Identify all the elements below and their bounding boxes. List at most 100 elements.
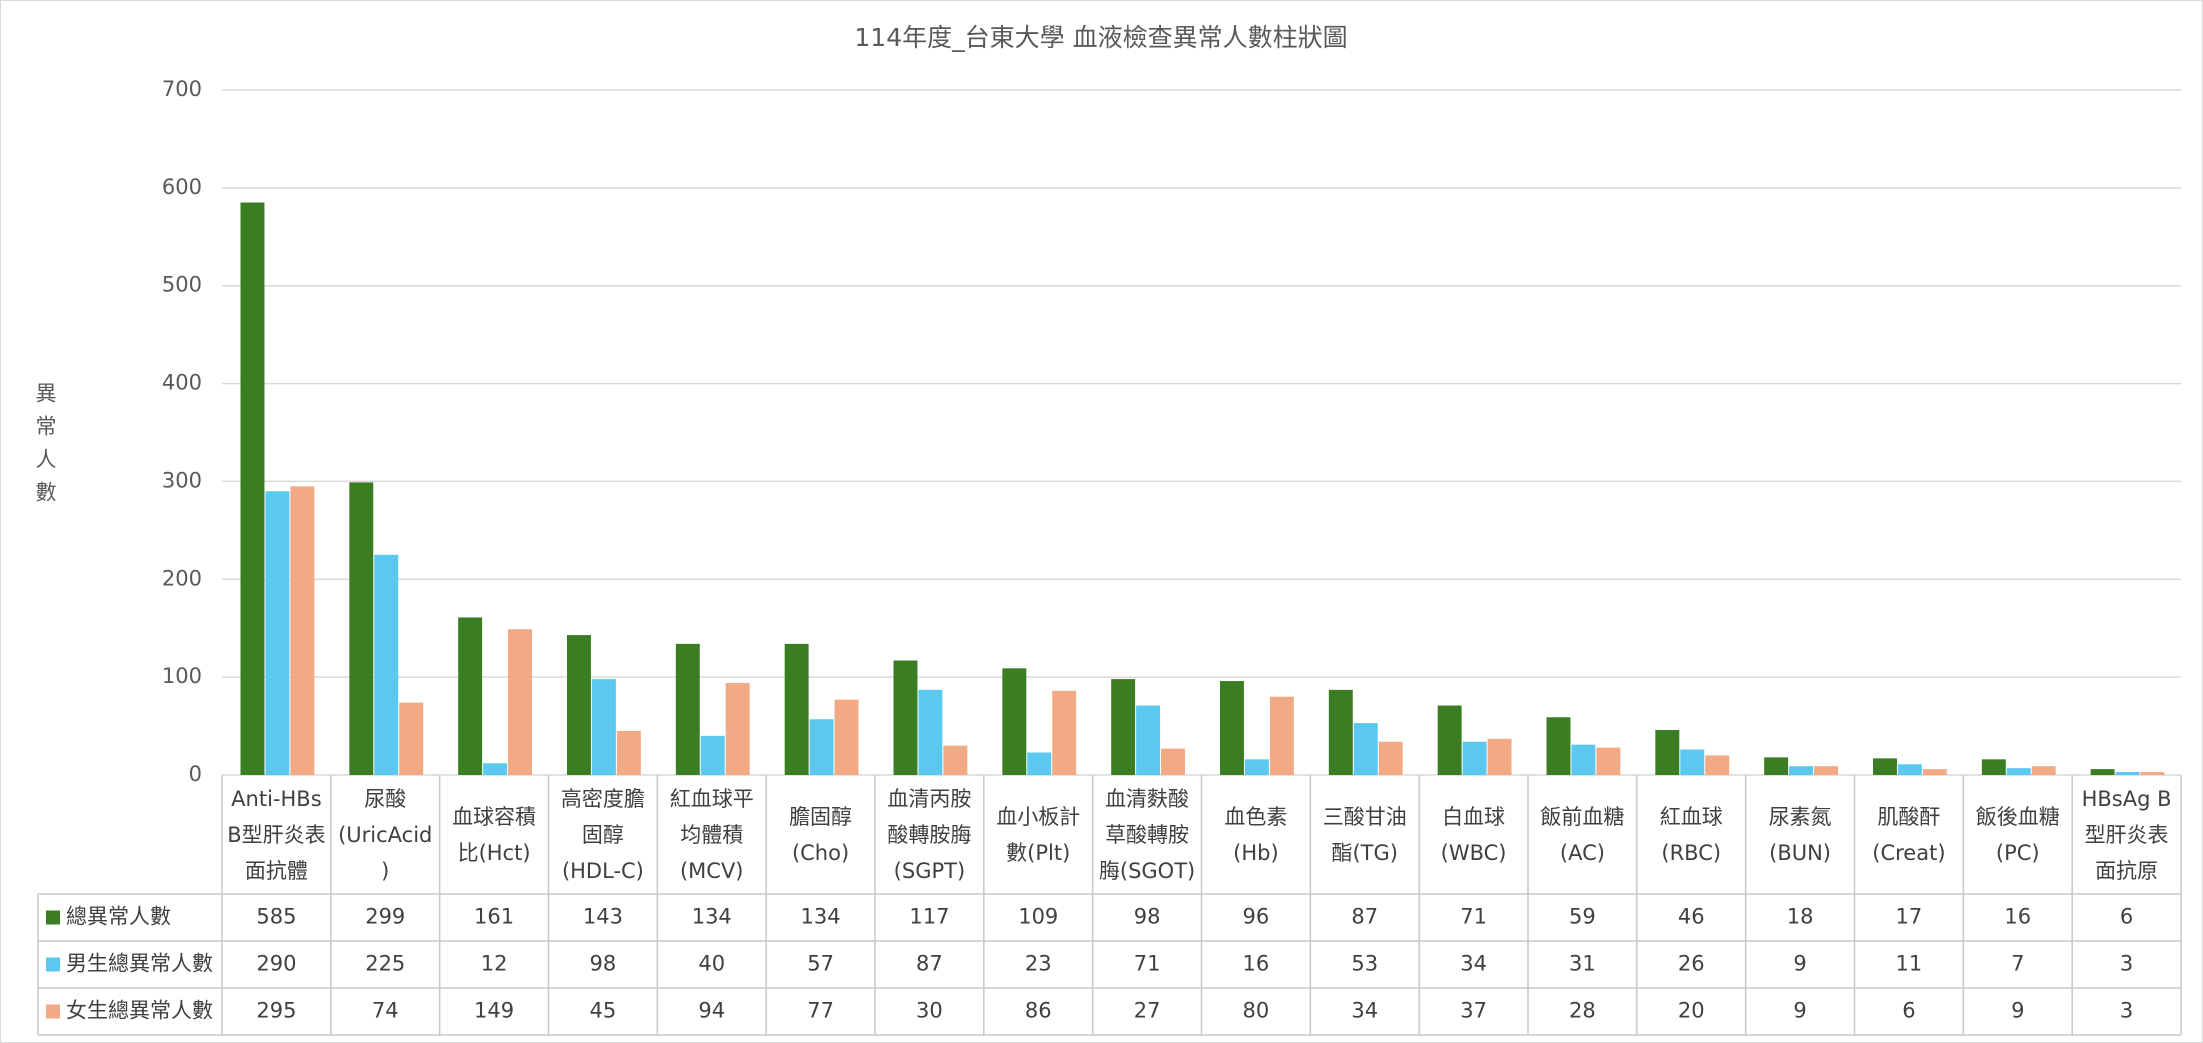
bar [809, 719, 834, 775]
table-value: 31 [1569, 952, 1596, 976]
bar [374, 554, 399, 775]
table-value: 12 [481, 952, 508, 976]
x-tick-label: 紅血球平均體積(MCV) [669, 786, 754, 883]
table-value: 3 [2120, 952, 2133, 976]
table-value: 17 [1896, 905, 1923, 929]
y-tick-label: 700 [162, 77, 202, 101]
y-axis-title: 異常人數 [33, 382, 57, 514]
table-value: 11 [1896, 952, 1923, 976]
y-tick-label: 0 [189, 762, 202, 786]
bar [1269, 696, 1294, 775]
x-tick-label: 血清丙胺酸轉胺脢(SGPT) [887, 786, 972, 883]
bar [1244, 759, 1269, 775]
table-value: 34 [1351, 999, 1378, 1023]
table-value: 117 [909, 905, 949, 929]
bar [784, 643, 809, 775]
table-value: 23 [1025, 952, 1052, 976]
x-tick-label: 三酸甘油酯(TG) [1322, 804, 1407, 865]
bar [2140, 772, 2165, 775]
bar [1981, 759, 2006, 775]
x-tick-label: 膽固醇(Cho) [789, 804, 853, 865]
table-value: 87 [1351, 905, 1378, 929]
table-value: 46 [1678, 905, 1705, 929]
x-tick-label: 飯後血糖(PC) [1975, 804, 2060, 865]
table-value: 9 [2011, 999, 2024, 1023]
bar [349, 482, 374, 775]
bar [265, 491, 290, 775]
table-value: 299 [365, 905, 405, 929]
bar [2115, 772, 2140, 775]
x-tick-label: HBsAg B型肝炎表面抗原 [2081, 786, 2172, 883]
bar [2090, 769, 2115, 775]
legend-key [46, 957, 60, 972]
table-value: 86 [1025, 999, 1052, 1023]
table-value: 134 [692, 905, 732, 929]
bar [1705, 755, 1730, 775]
bar [1596, 747, 1621, 775]
table-value: 98 [1134, 905, 1161, 929]
table-value: 77 [807, 999, 834, 1023]
y-tick-label: 100 [162, 664, 202, 688]
table-value: 9 [1793, 999, 1806, 1023]
bar [1655, 729, 1680, 775]
bar [1487, 738, 1512, 775]
table-value: 16 [2004, 905, 2031, 929]
x-tick-label: 血小板計數(Plt) [996, 804, 1081, 865]
y-tick-label: 500 [162, 273, 202, 297]
bar [1873, 758, 1897, 775]
x-tick-label: 紅血球(RBC) [1659, 804, 1723, 865]
bar [725, 683, 750, 775]
bar [1027, 752, 1052, 775]
bar [1571, 744, 1596, 775]
bar [483, 763, 508, 775]
bar [1462, 741, 1487, 775]
legend-key [46, 910, 60, 925]
table-value: 57 [807, 952, 834, 976]
bar [834, 699, 859, 775]
bar [1897, 764, 1922, 775]
table-value: 134 [801, 905, 841, 929]
bar [1378, 741, 1403, 775]
table-value: 143 [583, 905, 623, 929]
x-tick-label: 尿素氮(BUN) [1768, 804, 1832, 865]
bar [1002, 668, 1027, 775]
bar [591, 679, 616, 775]
bar [1328, 689, 1353, 775]
table-value: 59 [1569, 905, 1596, 929]
bar [1052, 690, 1077, 775]
bar [700, 735, 725, 775]
bar [399, 702, 424, 775]
x-tick-label: Anti-HBs B型肝炎表面抗體 [227, 786, 326, 883]
table-value: 94 [698, 999, 725, 1023]
y-tick-label: 600 [162, 175, 202, 199]
bar [1680, 749, 1705, 775]
bar [1353, 723, 1378, 775]
bar [2031, 766, 2056, 775]
bar [458, 617, 483, 775]
bar [508, 629, 532, 775]
bar [675, 643, 700, 775]
x-tick-label: 血球容積比(Hct) [452, 804, 537, 865]
bar [1922, 769, 1947, 775]
x-tick-label: 肌酸酐(Creat) [1872, 804, 1946, 865]
table-value: 6 [1902, 999, 1915, 1023]
table-value: 71 [1460, 905, 1487, 929]
table-value: 87 [916, 952, 943, 976]
table-value: 16 [1243, 952, 1270, 976]
table-value: 26 [1678, 952, 1705, 976]
table-value: 34 [1460, 952, 1487, 976]
x-tick-label: 尿酸(UricAcid) [338, 786, 433, 883]
bar [1437, 705, 1462, 775]
bar [893, 660, 918, 775]
table-value: 109 [1018, 905, 1058, 929]
table-value: 98 [590, 952, 617, 976]
x-tick-label: 高密度膽固醇(HDL-C) [560, 786, 645, 883]
bar [1161, 748, 1185, 775]
y-tick-label: 200 [162, 566, 202, 590]
legend-label: 女生總異常人數 [66, 999, 213, 1023]
x-tick-label: 飯前血糖(AC) [1540, 804, 1625, 865]
table-value: 27 [1134, 999, 1161, 1023]
table-value: 20 [1678, 999, 1705, 1023]
x-tick-label: 白血球(WBC) [1440, 804, 1507, 865]
